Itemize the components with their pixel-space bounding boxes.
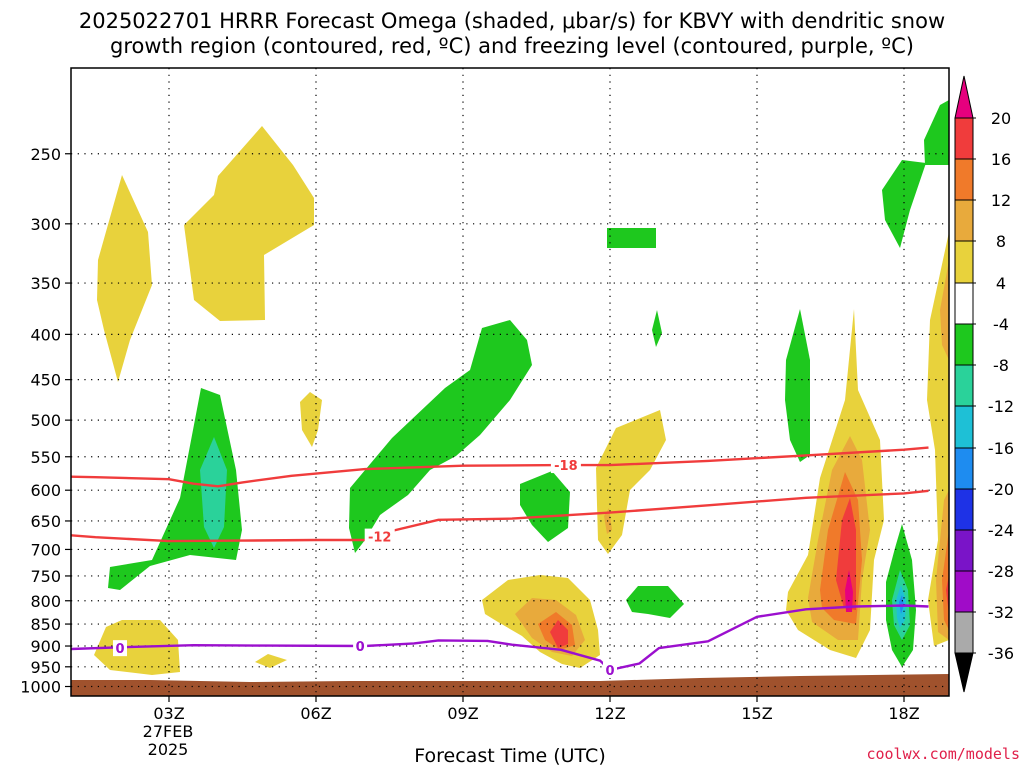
colorbar-swatch (954, 199, 974, 242)
chart-title-line-2: growth region (contoured, red, ºC) and f… (110, 34, 914, 58)
contour-lines (71, 446, 929, 672)
y-tick-label: 850 (30, 615, 61, 634)
colorbar-swatch (954, 323, 974, 366)
y-tick-label: 700 (30, 540, 61, 559)
y-tick-label: 250 (30, 145, 61, 164)
chart-title-line-1: 2025022701 HRRR Forecast Omega (shaded, … (78, 9, 946, 33)
omega-region (97, 175, 152, 382)
y-tick-label: 950 (30, 658, 61, 677)
colorbar-swatch (954, 611, 974, 654)
colorbar-label: -20 (988, 480, 1014, 499)
omega-region (550, 620, 568, 648)
colorbar-swatch (954, 405, 974, 449)
date-label-day: 27FEB (143, 722, 194, 741)
freezing-label-3: 0 (605, 664, 614, 679)
y-tick-label: 400 (30, 325, 61, 344)
gridlines (71, 68, 949, 696)
colorbar-swatch (954, 158, 974, 201)
credit-link[interactable]: coolwx.com/models (866, 745, 1020, 763)
x-tick-label: 03Z (153, 704, 184, 723)
freezing-label-1: 0 (115, 642, 124, 657)
y-tick-label: 900 (30, 637, 61, 656)
colorbar-label: -4 (993, 315, 1009, 334)
dgz-bottom-label: -12 (368, 531, 392, 546)
y-tick-label: 350 (30, 274, 61, 293)
omega-region (845, 570, 853, 612)
omega-region (108, 388, 242, 590)
colorbar-swatch (954, 529, 974, 572)
omega-shading (94, 100, 949, 675)
colorbar-label: -16 (988, 439, 1014, 458)
colorbar-label: 20 (991, 109, 1011, 128)
dgz-top-label: -18 (554, 459, 578, 474)
y-tick-label: 650 (30, 512, 61, 531)
plot-frame (70, 67, 950, 697)
terrain-band (71, 674, 949, 696)
dgz-bottom-label-bg (364, 528, 395, 545)
y-tick-label: 300 (30, 215, 61, 234)
colorbar-label: 8 (996, 232, 1006, 251)
omega-region (349, 320, 532, 553)
colorbar-label: -8 (993, 356, 1009, 375)
y-axis: 250 300 350 400 450 500 550 600 650 700 750 800 850 9… (20, 145, 71, 697)
colorbar-label: 16 (991, 150, 1011, 169)
colorbar-swatch (954, 570, 974, 613)
colorbar-swatch (954, 488, 974, 531)
colorbar-swatch (954, 364, 974, 407)
x-tick-label: 18Z (888, 704, 919, 723)
y-tick-label: 750 (30, 567, 61, 586)
colorbar-label: -12 (988, 397, 1014, 416)
colorbar-label: -24 (988, 521, 1014, 540)
omega-region (607, 228, 656, 248)
y-tick-label: 550 (30, 448, 61, 467)
freezing-label-3-bg (603, 662, 617, 679)
freezing-label-2: 0 (356, 640, 365, 655)
omega-region (626, 586, 684, 618)
y-tick-label: 800 (30, 592, 61, 611)
x-tick-label: 12Z (594, 704, 625, 723)
freezing-label-1-bg (113, 640, 127, 657)
colorbar-swatch (954, 447, 974, 490)
x-axis: 27FEB 2025 03Z 06Z 09Z 12Z 15Z 18Z (143, 696, 920, 759)
contour-labels: -18 -12 0 0 0 (113, 457, 617, 679)
x-tick-label: 15Z (741, 704, 772, 723)
colorbar-cap-bottom (954, 652, 974, 693)
colorbar-label: 4 (996, 274, 1006, 293)
colorbar-label: 12 (991, 191, 1011, 210)
omega-region (520, 471, 570, 542)
omega-region (924, 100, 949, 165)
colorbar-swatch (954, 282, 974, 325)
colorbar-swatch (954, 240, 974, 284)
y-tick-label: 600 (30, 481, 61, 500)
omega-region (200, 437, 227, 548)
omega-region (942, 530, 949, 630)
omega-region (882, 160, 926, 248)
dgz-bottom-contour (71, 489, 929, 543)
omega-region (940, 260, 949, 360)
date-label-year: 2025 (148, 740, 189, 759)
colorbar-swatch (954, 117, 974, 160)
omega-region (596, 410, 666, 554)
dgz-top-label-bg (550, 457, 581, 474)
omega-region (255, 654, 287, 668)
y-tick-label: 500 (30, 411, 61, 430)
freezing-label-2-bg (353, 638, 368, 655)
colorbar-label: -28 (988, 562, 1014, 581)
dgz-top-contour (71, 446, 929, 488)
omega-region (184, 126, 314, 321)
omega-region (785, 309, 810, 462)
omega-region (300, 392, 322, 447)
x-axis-title: Forecast Time (UTC) (414, 745, 606, 767)
colorbar-label: -36 (988, 644, 1014, 663)
colorbar-label: -32 (988, 603, 1014, 622)
freezing-level-contour (71, 604, 929, 672)
omega-region (652, 310, 662, 347)
x-tick-label: 06Z (300, 704, 331, 723)
y-tick-label: 450 (30, 371, 61, 390)
colorbar: 20 16 12 8 4 -4 -8 -12 -16 -20 -24 -28 -32 -36 (954, 75, 1014, 693)
y-tick-label: 1000 (20, 678, 61, 697)
colorbar-cap-top (954, 75, 974, 119)
x-tick-label: 09Z (447, 704, 478, 723)
